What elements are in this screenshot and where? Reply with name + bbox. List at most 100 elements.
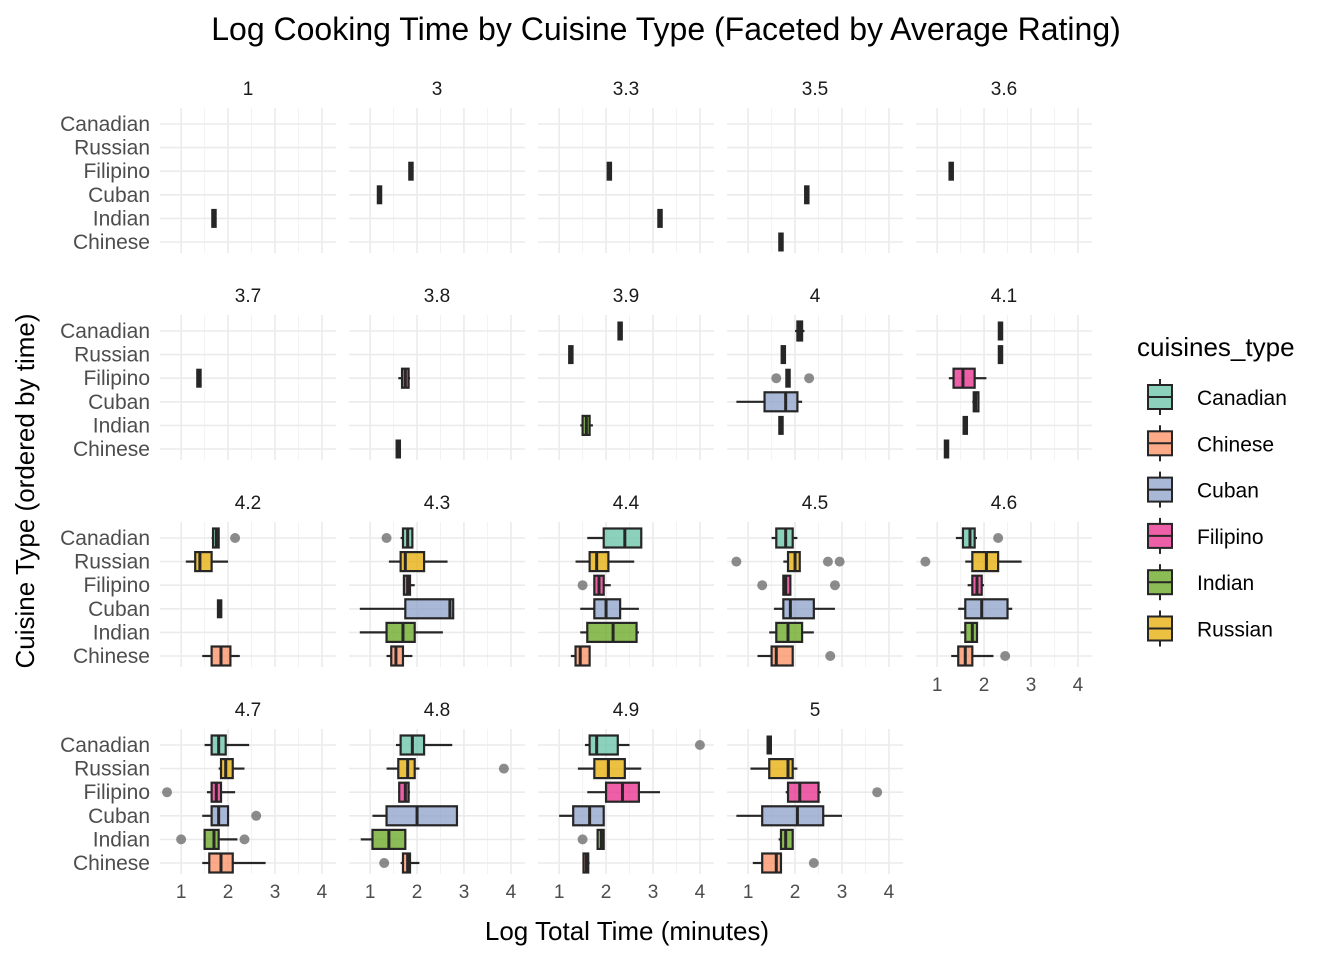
legend-label: Chinese [1197, 433, 1274, 456]
facet-panel: 3 [349, 79, 525, 253]
facet-strip-label: 3.6 [991, 79, 1017, 100]
facet-strip-label: 1 [243, 79, 254, 100]
y-tick-label: Cuban [88, 805, 150, 828]
facet-strip-label: 3.3 [613, 79, 639, 100]
box-outlier [694, 740, 705, 750]
legend-label: Russian [1197, 619, 1273, 642]
box-chinese [386, 645, 413, 667]
box-outlier [993, 533, 1004, 543]
facet-strip-label: 4.1 [991, 286, 1017, 307]
box-iqr [782, 598, 815, 620]
x-tick-label: 2 [979, 675, 990, 696]
box-outlier [176, 834, 187, 845]
box-outlier [822, 556, 833, 567]
facet-panel: 4.5 [727, 493, 903, 667]
box-russian [577, 757, 642, 780]
box-outlier [804, 373, 815, 384]
y-tick-label: Chinese [73, 438, 150, 461]
facet-strip-label: 4.9 [613, 700, 639, 721]
x-tick-label: 1 [365, 882, 376, 903]
box-indian [778, 828, 794, 851]
box-filipino [948, 367, 987, 389]
legend-item-russian: Russian [1147, 610, 1273, 647]
x-tick-label: 4 [1073, 675, 1084, 696]
y-tick-label: Cuban [88, 184, 150, 207]
box-canadian [211, 527, 241, 549]
box-chinese [752, 852, 819, 874]
box-indian [580, 414, 593, 436]
legend-item-chinese: Chinese [1147, 425, 1274, 462]
legend: cuisines_type Canadian Chinese Cuban Filipi… [1137, 332, 1295, 647]
box-iqr [404, 598, 455, 620]
x-tick-label: 2 [601, 882, 612, 903]
facet-strip-label: 3 [432, 79, 443, 100]
y-tick-label: Indian [93, 414, 150, 437]
facet-strip-label: 4.6 [991, 493, 1017, 514]
box-russian [185, 550, 229, 573]
facet-strip-label: 4.4 [613, 493, 640, 514]
facet-panel: 3.3 [538, 79, 714, 253]
facet-strip-label: 3.8 [424, 286, 450, 307]
y-tick-label: Indian [93, 621, 150, 644]
legend-item-indian: Indian [1147, 564, 1254, 601]
y-tick-label: Filipino [83, 367, 150, 390]
box-iqr [588, 550, 610, 573]
facet-strip-label: 4.5 [802, 493, 828, 514]
box-cuban [773, 598, 835, 620]
facet-strip-label: 4.8 [424, 700, 450, 721]
legend-label: Canadian [1197, 387, 1287, 410]
y-tick-label: Indian [93, 828, 150, 851]
box-canadian [395, 734, 453, 756]
box-russian [386, 757, 509, 780]
facet-panel: 3.9 [538, 286, 714, 460]
box-canadian [381, 527, 414, 549]
y-tick-label: Cuban [88, 391, 150, 414]
facet-panel: 4.7 CanadianRussianFilipinoCubanIndianChi… [60, 700, 336, 903]
y-tick-label: Canadian [60, 113, 150, 136]
box-outlier [872, 787, 883, 798]
x-tick-label: 2 [223, 882, 234, 903]
box-outlier [731, 556, 742, 567]
facet-strip-label: 4.7 [235, 700, 261, 721]
box-outlier [1000, 651, 1011, 661]
box-indian [580, 621, 639, 644]
box-indian [960, 621, 979, 644]
facet-panel: 4 [727, 286, 903, 460]
facet-panels: 1CanadianRussianFilipinoCubanIndianChine… [60, 79, 1092, 903]
box-chinese [379, 852, 420, 874]
box-outlier [498, 763, 509, 774]
box-canadian [204, 734, 250, 756]
box-outlier [381, 533, 392, 543]
x-tick-label: 3 [270, 882, 281, 903]
box-indian [359, 621, 443, 644]
facet-panel: 3.5 [727, 79, 903, 253]
box-outlier [920, 556, 931, 567]
y-tick-label: Chinese [73, 852, 150, 875]
facet-panel: 4.4 [538, 493, 714, 667]
box-iqr [385, 805, 459, 827]
x-tick-label: 1 [554, 882, 565, 903]
box-filipino [398, 367, 411, 389]
x-tick-label: 3 [1026, 675, 1037, 696]
y-tick-label: Filipino [83, 574, 150, 597]
box-canadian [955, 527, 1004, 549]
box-chinese [951, 645, 1011, 667]
box-cuban [580, 598, 639, 620]
box-cuban [972, 391, 980, 413]
facet-panel: 5 1 2 3 4 [727, 700, 903, 903]
facet-panel: 3.7 CanadianRussianFilipinoCubanIndianChi… [60, 286, 336, 461]
box-outlier [771, 373, 782, 384]
box-iqr [203, 828, 220, 851]
box-canadian [584, 734, 705, 756]
y-tick-label: Canadian [60, 320, 150, 343]
box-russian [218, 757, 245, 780]
box-outlier [230, 533, 241, 543]
box-indian [577, 828, 605, 851]
box-indian [176, 828, 250, 851]
box-filipino [771, 368, 815, 388]
box-filipino [577, 574, 611, 596]
x-tick-label: 4 [884, 882, 895, 903]
box-outlier [239, 834, 250, 845]
box-iqr [194, 550, 213, 573]
